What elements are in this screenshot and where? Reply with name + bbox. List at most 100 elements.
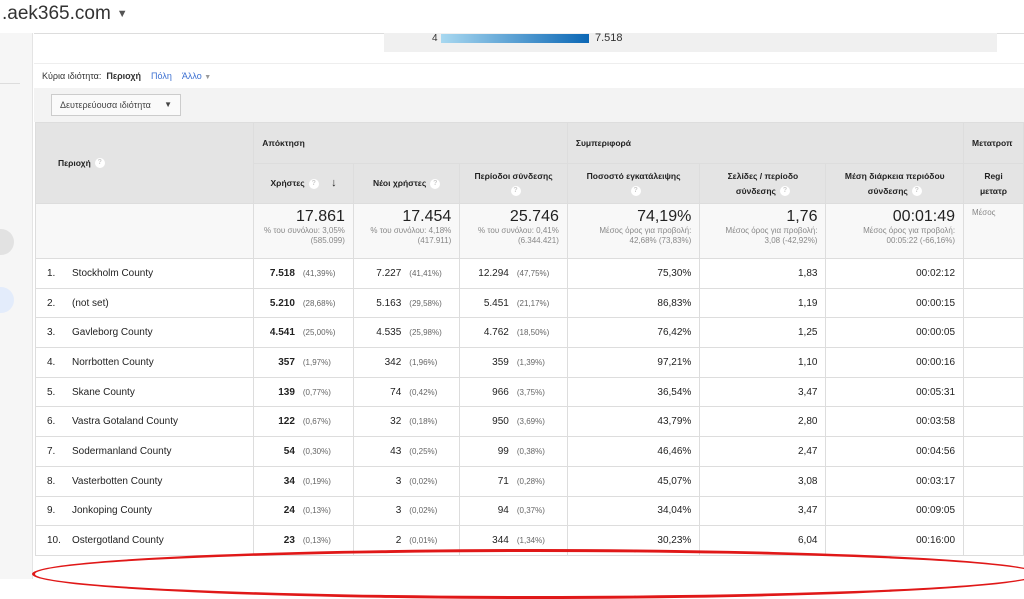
avg-duration-cell: 00:00:16 <box>825 347 965 378</box>
dimension-city[interactable]: Πόλη <box>151 71 172 81</box>
users-cell: 5.210 (28,68%) <box>253 287 354 319</box>
users-cell: 54 (0,30%) <box>253 436 354 467</box>
column-header-pages-per-session[interactable]: Σελίδες / περίοδο σύνδεσης? <box>699 163 827 204</box>
registrations-cell <box>963 465 1024 497</box>
property-selector[interactable]: .aek365.com ▼ <box>2 3 128 25</box>
secondary-dimension-dropdown[interactable]: Δευτερεύουσα ιδιότητα ▼ <box>51 94 181 116</box>
region-link[interactable]: Gavleborg County <box>72 327 153 339</box>
region-link[interactable]: Skane County <box>72 386 135 398</box>
map-legend-bar <box>441 34 589 43</box>
totals-row: 17.861% του συνόλου: 3,05% (585.099) 17.… <box>34 203 1024 259</box>
avg-duration-cell: 00:03:58 <box>825 406 965 438</box>
region-cell: 6. Vastra Gotaland County <box>34 406 255 438</box>
region-link[interactable]: (not set) <box>72 297 109 309</box>
bounce-rate-cell: 76,42% <box>566 317 701 349</box>
pages-per-session-cell: 1,19 <box>699 287 827 319</box>
new-users-cell: 3 (0,02%) <box>352 495 461 527</box>
new-users-cell: 342 (1,96%) <box>352 347 461 378</box>
region-cell: 1. Stockholm County <box>34 258 255 289</box>
region-link[interactable]: Vasterbotten County <box>72 475 163 487</box>
table-row: 9. Jonkoping County 24 (0,13%) 3 (0,02%) 94 (0,… <box>34 495 1024 527</box>
sessions-cell: 5.451 (21,17%) <box>459 287 568 319</box>
region-cell: 5. Skane County <box>34 376 255 408</box>
users-cell: 139 (0,77%) <box>253 376 354 408</box>
registrations-cell <box>963 258 1024 289</box>
region-cell: 9. Jonkoping County <box>34 495 255 527</box>
new-users-cell: 3 (0,02%) <box>352 465 461 497</box>
region-link[interactable]: Stockholm County <box>72 267 154 279</box>
help-icon: ? <box>94 158 105 169</box>
sidebar-button-active[interactable] <box>0 287 14 313</box>
registrations-cell <box>963 347 1024 378</box>
group-header-conversions: Μετατροπ <box>963 122 1024 164</box>
new-users-cell: 2 (0,01%) <box>352 525 461 556</box>
secondary-dimension-area <box>34 88 1024 122</box>
column-header-new-users[interactable]: Νέοι χρήστες? <box>352 163 461 204</box>
dimension-other[interactable]: Άλλο ▼ <box>181 71 212 81</box>
table-row: 8. Vasterbotten County 34 (0,19%) 3 (0,02%) 71… <box>34 465 1024 497</box>
region-link[interactable]: Ostergotland County <box>72 535 164 547</box>
table-row: 2. (not set) 5.210 (28,68%) 5.163 (29,58%) 5.4… <box>34 287 1024 319</box>
sessions-cell: 99 (0,38%) <box>459 436 568 467</box>
sidebar-button[interactable] <box>0 229 14 255</box>
region-cell: 4. Norrbotten County <box>34 347 255 378</box>
region-cell: 7. Sodermanland County <box>34 436 255 467</box>
new-users-cell: 5.163 (29,58%) <box>352 287 461 319</box>
region-link[interactable]: Jonkoping County <box>72 505 153 517</box>
caret-down-icon: ▼ <box>164 100 172 109</box>
region-cell: 3. Gavleborg County <box>34 317 255 349</box>
registrations-cell <box>963 406 1024 438</box>
divider <box>0 83 20 84</box>
pages-per-session-cell: 1,10 <box>699 347 827 378</box>
sessions-cell: 344 (1,34%) <box>459 525 568 556</box>
column-header-bounce-rate[interactable]: Ποσοστό εγκατάλειψης? <box>566 163 701 204</box>
registrations-cell <box>963 376 1024 408</box>
help-icon: ? <box>779 186 790 197</box>
region-cell: 8. Vasterbotten County <box>34 465 255 497</box>
table-row: 10. Ostergotland County 23 (0,13%) 2 (0,01%) 3… <box>34 525 1024 556</box>
sessions-cell: 4.762 (18,50%) <box>459 317 568 349</box>
bounce-rate-cell: 86,83% <box>566 287 701 319</box>
column-header-sessions[interactable]: Περίοδοι σύνδεσης? <box>459 163 568 204</box>
divider <box>34 63 1024 64</box>
bounce-rate-cell: 75,30% <box>566 258 701 289</box>
sessions-cell: 966 (3,75%) <box>459 376 568 408</box>
sessions-cell: 359 (1,39%) <box>459 347 568 378</box>
pages-per-session-cell: 3,47 <box>699 376 827 408</box>
column-header-registrations[interactable]: Regi μετατρ <box>963 163 1024 204</box>
caret-down-icon: ▼ <box>204 74 212 81</box>
column-header-region[interactable]: Περιοχή? <box>34 122 255 204</box>
group-header-behavior: Συμπεριφορά <box>566 122 965 164</box>
sessions-cell: 71 (0,28%) <box>459 465 568 497</box>
site-title: .aek365.com <box>2 3 111 24</box>
column-header-users[interactable]: Χρήστες? ↓ <box>253 163 354 204</box>
pages-per-session-cell: 1,83 <box>699 258 827 289</box>
total-cell: 17.861% του συνόλου: 3,05% (585.099) <box>253 203 354 259</box>
avg-duration-cell: 00:03:17 <box>825 465 965 497</box>
region-cell: 10. Ostergotland County <box>34 525 255 556</box>
map-legend-min: 4 <box>432 33 438 44</box>
users-cell: 24 (0,13%) <box>253 495 354 527</box>
dimension-region[interactable]: Περιοχή <box>106 71 142 81</box>
table-row: 3. Gavleborg County 4.541 (25,00%) 4.535 (25,… <box>34 317 1024 349</box>
pages-per-session-cell: 3,47 <box>699 495 827 527</box>
column-header-avg-session-duration[interactable]: Μέση διάρκεια περιόδου σύνδεσης? <box>825 163 965 204</box>
help-icon: ? <box>911 186 922 197</box>
new-users-cell: 74 (0,42%) <box>352 376 461 408</box>
help-icon: ? <box>630 186 641 197</box>
region-link[interactable]: Norrbotten County <box>72 356 154 368</box>
region-link[interactable]: Vastra Gotaland County <box>72 416 178 428</box>
report-main: 4 7.518 Κύρια ιδιότητα: Περιοχή Πόλη Άλλ… <box>32 32 1024 599</box>
registrations-cell <box>963 525 1024 556</box>
pages-per-session-cell: 1,25 <box>699 317 827 349</box>
total-cell: 17.454% του συνόλου: 4,18% (417.911) <box>352 203 461 259</box>
primary-dimension-label: Κύρια ιδιότητα: <box>42 71 102 81</box>
top-bar: .aek365.com ▼ <box>0 0 1024 33</box>
avg-duration-cell: 00:05:31 <box>825 376 965 408</box>
sessions-cell: 12.294 (47,75%) <box>459 258 568 289</box>
region-link[interactable]: Sodermanland County <box>72 445 172 457</box>
bounce-rate-cell: 46,46% <box>566 436 701 467</box>
data-table: Περιοχή? Απόκτηση Συμπεριφορά Μετατροπ Χ… <box>34 122 1024 556</box>
table-row: 5. Skane County 139 (0,77%) 74 (0,42%) 966 (3,7… <box>34 376 1024 408</box>
registrations-cell <box>963 317 1024 349</box>
